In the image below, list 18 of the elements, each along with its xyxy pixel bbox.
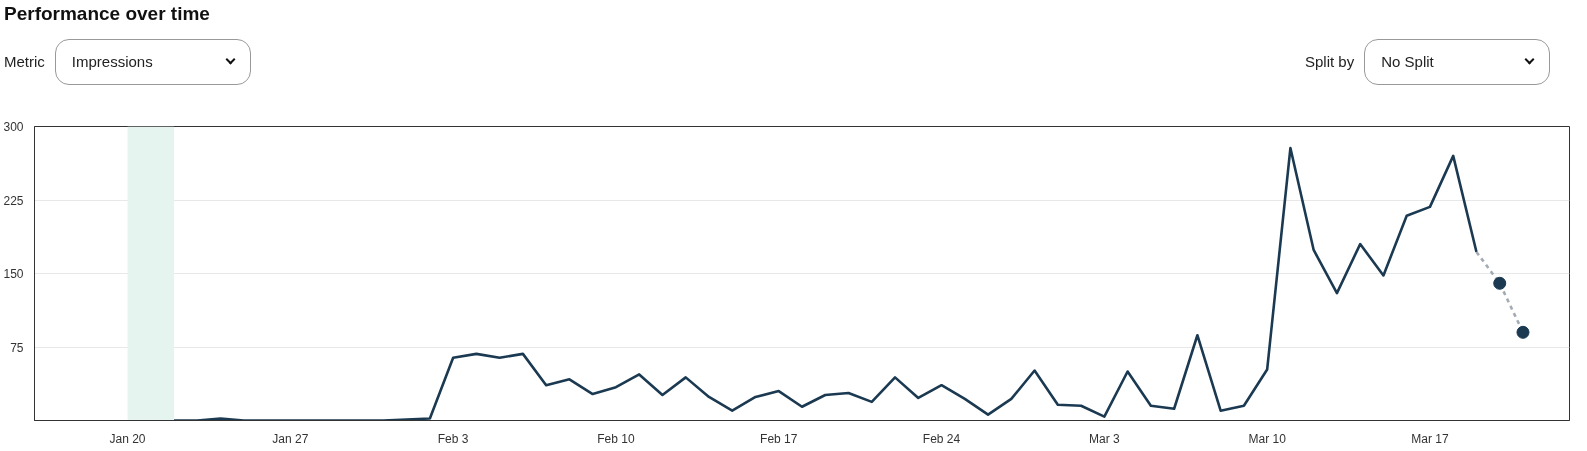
x-tick-label: Feb 17: [760, 431, 798, 446]
x-tick-label: Feb 10: [597, 431, 635, 446]
x-tick-label: Mar 17: [1411, 431, 1449, 446]
x-tick-label: Feb 3: [437, 431, 469, 446]
x-tick-label: Jan 27: [272, 431, 309, 446]
text: Metric: [4, 52, 45, 73]
x-tick-label: Mar 10: [1248, 431, 1287, 446]
x-tick-label: Jan 20: [109, 431, 146, 446]
x-tick-label: Mar 3: [1089, 431, 1121, 446]
chart-title: Performance over time: [4, 2, 210, 26]
y-tick-label: 300: [3, 120, 24, 134]
y-tick-label: 225: [3, 193, 24, 208]
text: Impressions: [54, 39, 251, 85]
text: No Split: [1364, 39, 1551, 85]
x-tick-label: Feb 24: [922, 431, 961, 446]
y-tick-label: 150: [3, 267, 24, 281]
text: Split by: [1305, 52, 1355, 73]
y-tick-label: 75: [10, 340, 24, 355]
